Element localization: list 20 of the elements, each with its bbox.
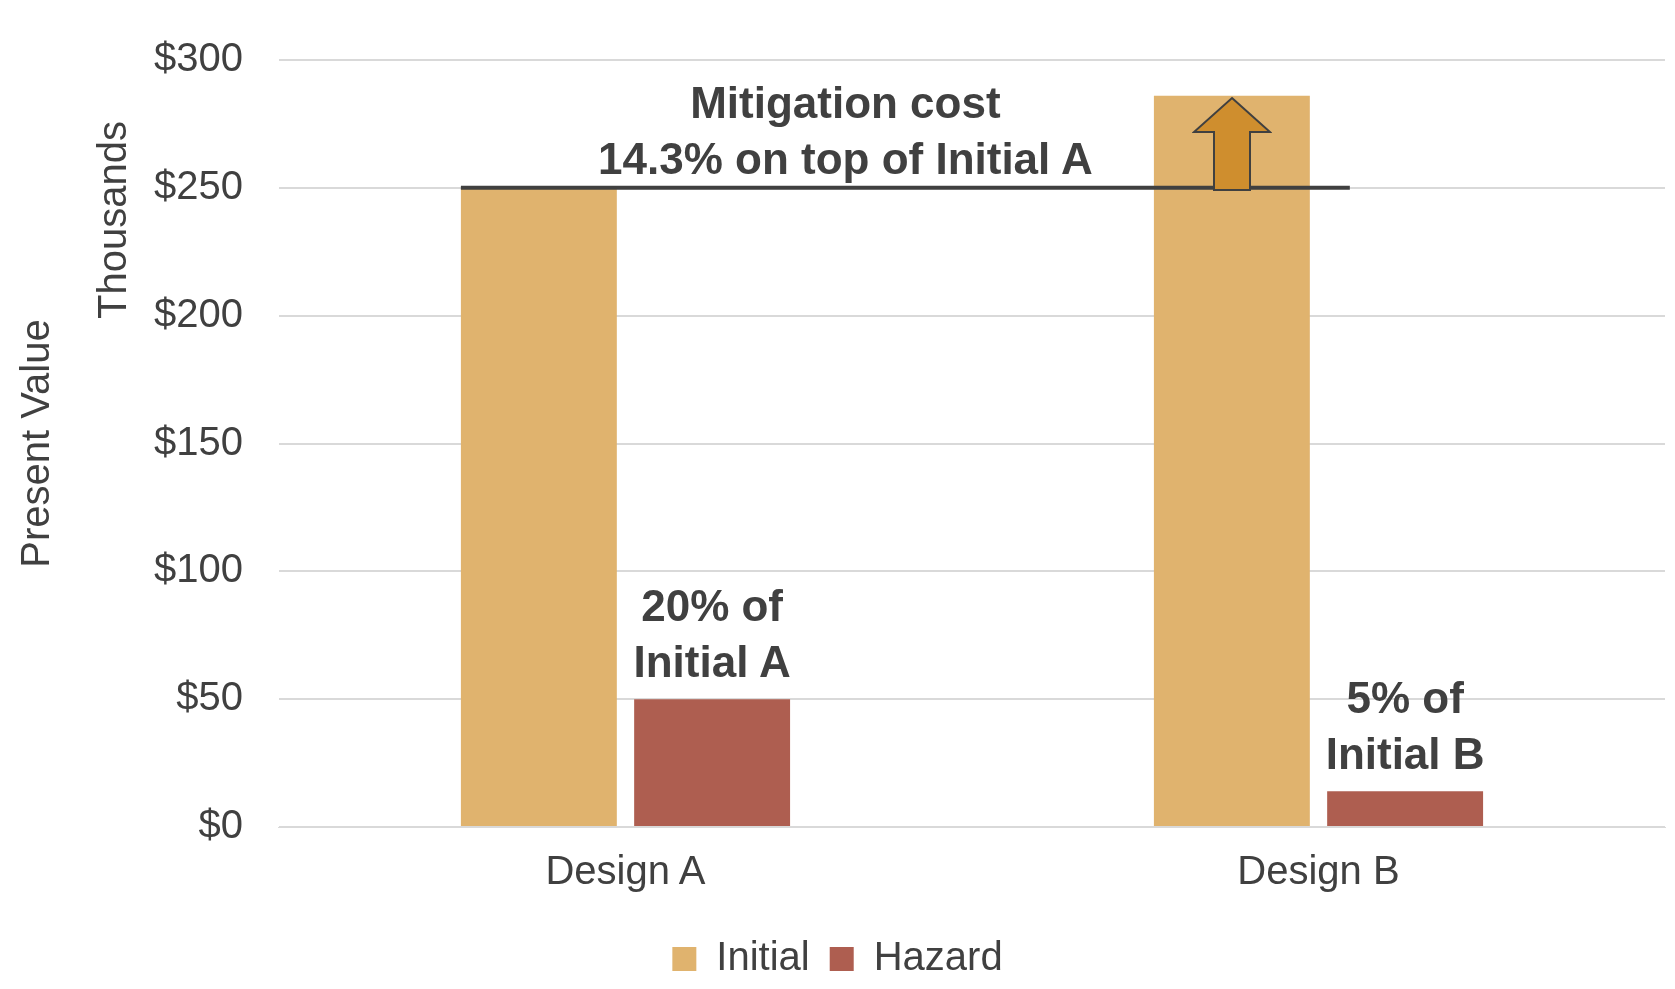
annotation: 5% of Initial B	[1325, 673, 1485, 779]
y-tick-label: $250	[154, 162, 243, 207]
legend-label: Initial	[716, 934, 810, 979]
annotation: 20% of Initial A	[633, 581, 791, 687]
y-tick-label: $100	[154, 546, 243, 591]
bar	[460, 187, 617, 826]
bar	[1153, 95, 1310, 826]
y-tick-label: $150	[154, 418, 243, 463]
bar	[1327, 791, 1484, 826]
y-tick-label: $0	[198, 802, 243, 847]
bar	[634, 699, 791, 826]
x-tick-label: Design A	[545, 848, 706, 893]
text: Thousands	[90, 121, 135, 319]
legend-label: Hazard	[873, 934, 1003, 979]
y-tick-label: $50	[176, 674, 243, 719]
y-tick-label: $200	[154, 290, 243, 335]
ref-line-label: Mitigation cost 14.3% on top of Initial A	[598, 77, 1093, 183]
y-tick-label: $300	[154, 35, 243, 80]
x-tick-label: Design B	[1237, 848, 1400, 893]
y-axis-title: Present Value	[13, 319, 58, 568]
